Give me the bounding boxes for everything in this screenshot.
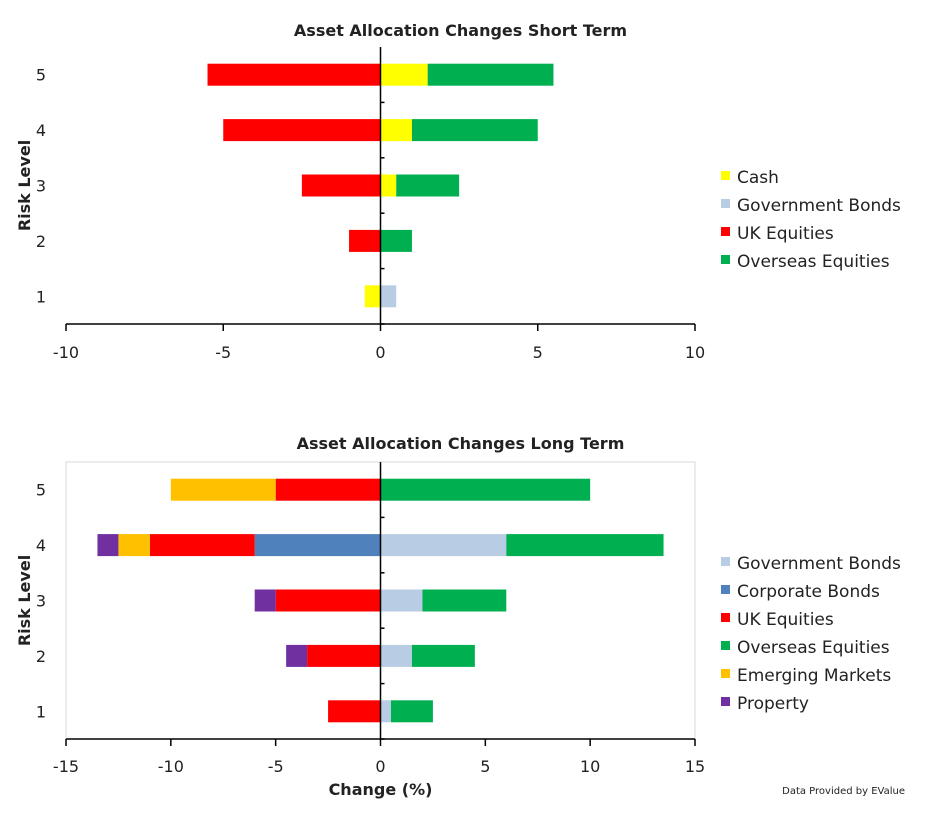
x-axis-label: Change (%) (329, 780, 433, 799)
x-tick-label: -5 (268, 757, 284, 776)
x-tick-label: 5 (533, 343, 543, 362)
chart-title: Asset Allocation Changes Short Term (294, 21, 627, 40)
x-tick-label: -10 (53, 343, 79, 362)
bar-overseas-equities-risk-3 (422, 589, 507, 612)
legend-label-property: Property (737, 694, 809, 714)
x-tick-label: 5 (480, 757, 490, 776)
bar-uk-equities-risk-2 (307, 644, 381, 667)
y-tick-label: 2 (36, 647, 46, 666)
bar-government-bonds-risk-1 (380, 700, 391, 723)
y-tick-label: 1 (36, 287, 46, 306)
y-tick-label: 3 (36, 177, 46, 196)
legend-label-government-bonds: Government Bonds (737, 554, 901, 574)
bar-cash-risk-1 (364, 285, 381, 308)
x-tick-label: 0 (375, 343, 385, 362)
bar-uk-equities-risk-4 (149, 534, 255, 557)
bar-overseas-equities-risk-2 (380, 229, 412, 252)
legend-swatch-corporate-bonds (721, 585, 730, 594)
bar-government-bonds-risk-2 (380, 644, 412, 667)
y-tick-label: 3 (36, 592, 46, 611)
bar-overseas-equities-risk-3 (396, 174, 460, 197)
short-term-chart: Asset Allocation Changes Short Term 1 2 3 4 5… (15, 21, 901, 362)
y-tick-label: 4 (36, 536, 46, 555)
bar-property-risk-3 (254, 589, 276, 612)
bar-overseas-equities-risk-4 (506, 534, 664, 557)
y-tick-label: 2 (36, 232, 46, 251)
y-axis-label: Risk Level (15, 555, 34, 646)
chart-title: Asset Allocation Changes Long Term (297, 434, 625, 453)
x-tick-label: -15 (53, 757, 79, 776)
bar-government-bonds-risk-3 (380, 589, 423, 612)
x-tick-label: 0 (375, 757, 385, 776)
legend-swatch-emerging-markets (721, 669, 730, 678)
bar-government-bonds-risk-1 (380, 285, 397, 308)
legend-swatch-uk-equities (721, 613, 730, 622)
y-tick-label: 5 (36, 66, 46, 85)
legend-label-cash: Cash (737, 168, 779, 188)
bar-corporate-bonds-risk-4 (254, 534, 381, 557)
bar-government-bonds-risk-4 (380, 534, 507, 557)
legend-label-uk-equities: UK Equities (737, 224, 834, 244)
x-tick-label: -10 (158, 757, 184, 776)
legend-swatch-overseas-equities (721, 255, 730, 264)
x-tick-label: 15 (685, 757, 705, 776)
bar-uk-equities-risk-3 (275, 589, 381, 612)
y-tick-label: 5 (36, 481, 46, 500)
bar-property-risk-4 (97, 534, 119, 557)
bar-overseas-equities-risk-5 (427, 63, 554, 86)
bar-emerging-markets-risk-5 (170, 478, 276, 501)
legend-swatch-uk-equities (721, 227, 730, 236)
bar-uk-equities-risk-2 (349, 229, 381, 252)
legend-label-government-bonds: Government Bonds (737, 196, 901, 216)
bar-uk-equities-risk-5 (207, 63, 381, 86)
y-tick-label: 1 (36, 702, 46, 721)
bar-uk-equities-risk-5 (275, 478, 381, 501)
x-tick-label: -5 (215, 343, 231, 362)
bar-cash-risk-5 (380, 63, 428, 86)
x-tick-label: 10 (685, 343, 705, 362)
y-tick-label: 4 (36, 121, 46, 140)
long-term-chart: Asset Allocation Changes Long Term 1 2 3 4 5 -… (15, 434, 901, 799)
legend-swatch-cash (721, 171, 730, 180)
bar-overseas-equities-risk-5 (380, 478, 591, 501)
bar-uk-equities-risk-1 (328, 700, 381, 723)
x-tick-label: 10 (580, 757, 600, 776)
legend-swatch-government-bonds (721, 557, 730, 566)
legend-label-overseas-equities: Overseas Equities (737, 252, 890, 272)
legend-label-overseas-equities: Overseas Equities (737, 638, 890, 658)
legend-swatch-government-bonds (721, 199, 730, 208)
bar-emerging-markets-risk-4 (118, 534, 150, 557)
bar-cash-risk-4 (380, 119, 412, 142)
legend-label-corporate-bonds: Corporate Bonds (737, 582, 880, 602)
bar-cash-risk-3 (380, 174, 397, 197)
bar-overseas-equities-risk-4 (411, 119, 538, 142)
data-credit: Data Provided by EValue (782, 786, 905, 797)
y-axis-label: Risk Level (15, 140, 34, 231)
legend-label-uk-equities: UK Equities (737, 610, 834, 630)
legend-swatch-property (721, 697, 730, 706)
bar-overseas-equities-risk-1 (390, 700, 433, 723)
legend-label-emerging-markets: Emerging Markets (737, 666, 891, 686)
bar-property-risk-2 (286, 644, 308, 667)
bar-uk-equities-risk-3 (301, 174, 381, 197)
legend-swatch-overseas-equities (721, 641, 730, 650)
bar-overseas-equities-risk-2 (411, 644, 475, 667)
bar-uk-equities-risk-4 (223, 119, 381, 142)
